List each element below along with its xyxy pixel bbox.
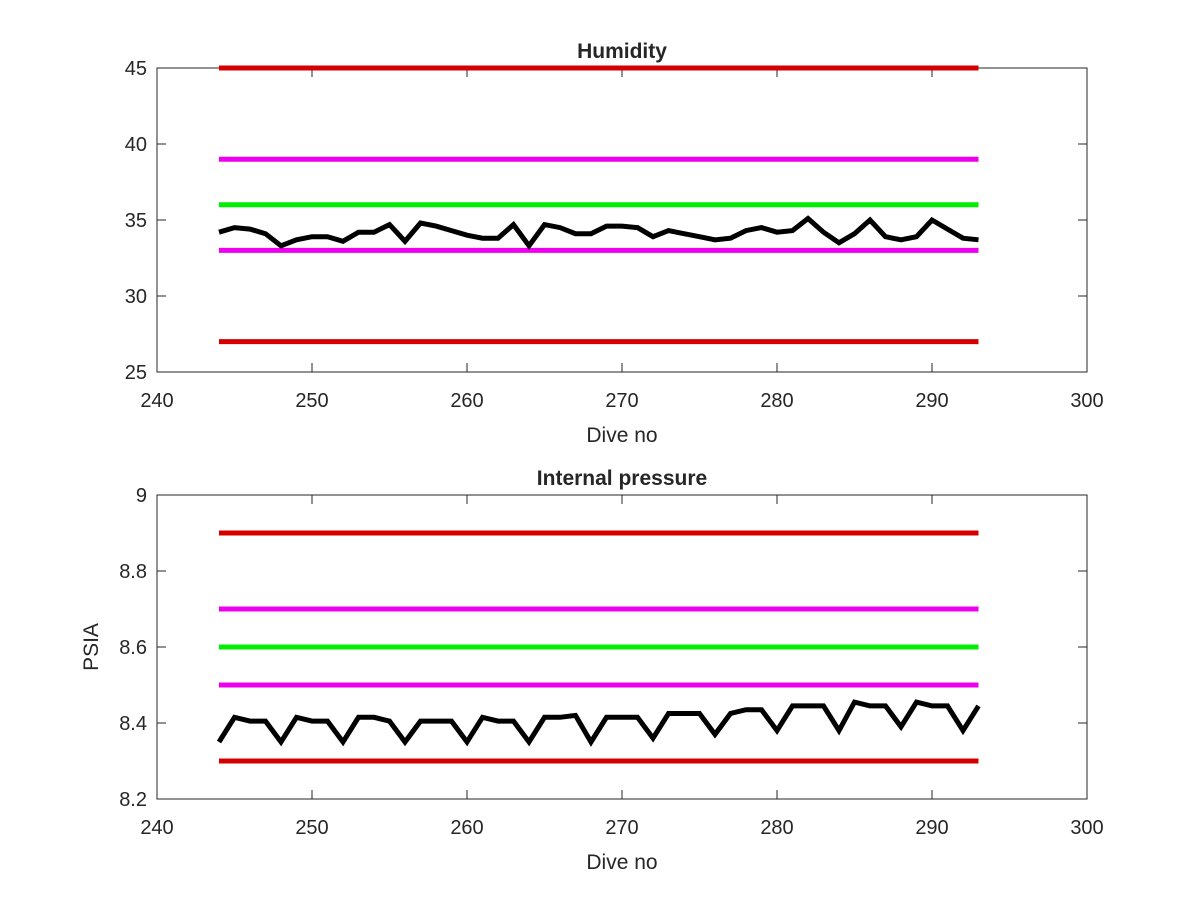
y-tick-label: 30 [125,286,147,308]
x-tick-label: 240 [140,817,173,839]
y-tick-label: 8.2 [119,789,147,811]
chart-title: Humidity [577,40,667,63]
x-tick-label: 250 [295,817,328,839]
y-tick-label: 9 [136,485,147,507]
x-tick-label: 290 [915,817,948,839]
x-tick-label: 260 [450,390,483,412]
internal-pressure-subplot: 240 250 260 270 280 290 300 8.2 8.4 8.6 8.8 9 Intern… [80,467,1104,874]
x-tick-label: 270 [605,390,638,412]
x-tick-label: 240 [140,390,173,412]
y-axis-label: PSIA [80,623,103,671]
x-tick-label: 300 [1070,817,1103,839]
y-tick-label: 8.4 [119,713,147,735]
x-tick-label: 250 [295,390,328,412]
y-tick-label: 8.6 [119,637,147,659]
x-axis-label: Dive no [586,851,657,874]
y-tick-label: 8.8 [119,561,147,583]
chart-title: Internal pressure [537,467,707,490]
x-tick-label: 290 [915,390,948,412]
x-tick-label: 280 [760,817,793,839]
y-tick-label: 40 [125,134,147,156]
x-tick-label: 280 [760,390,793,412]
x-tick-label: 260 [450,817,483,839]
y-tick-label: 25 [125,362,147,384]
x-tick-label: 300 [1070,390,1103,412]
series-line [218,215,979,251]
y-tick-label: 35 [125,210,147,232]
humidity-subplot: 240 250 260 270 280 290 300 25 30 35 40 45 Humidity D… [125,40,1104,447]
y-tick-label: 45 [125,58,147,80]
axes-box [156,67,1088,373]
series-line [216,699,981,747]
x-tick-label: 270 [605,817,638,839]
x-axis-label: Dive no [586,424,657,447]
